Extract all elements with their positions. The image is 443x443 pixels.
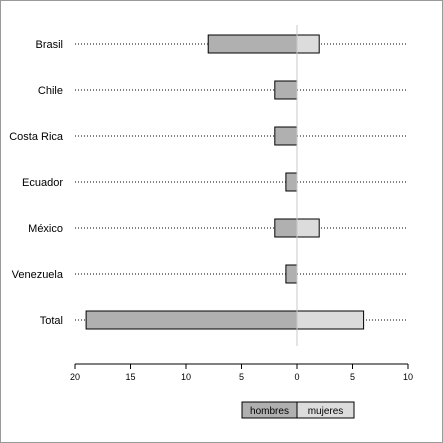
bar-hombres (274, 218, 298, 238)
category-label: Costa Rica (9, 131, 64, 143)
x-tick-label: 5 (239, 372, 244, 382)
legend-label-mujeres: mujeres (308, 406, 344, 417)
bar-hombres (285, 264, 298, 284)
legend: hombres mujeres (241, 401, 355, 419)
x-axis: 20 15 10 5 0 5 10 (70, 363, 413, 382)
x-tick-label: 20 (70, 372, 80, 382)
category-label: Brasil (35, 39, 63, 51)
bar-hombres (207, 34, 298, 54)
x-tick-label: 0 (294, 372, 299, 382)
bar-hombres (285, 172, 298, 192)
x-tick-label: 10 (403, 372, 413, 382)
x-tick-label: 5 (350, 372, 355, 382)
legend-swatch-mujeres (296, 401, 355, 419)
bar-hombres (274, 80, 298, 100)
bar-mujeres (296, 34, 320, 54)
bar-mujeres (296, 310, 365, 330)
category-label: México (28, 223, 63, 235)
category-label: Chile (38, 85, 63, 97)
category-labels: Brasil Chile Costa Rica Ecuador México Venezu… (9, 39, 64, 327)
legend-label-hombres: hombres (250, 406, 289, 417)
bar-hombres (85, 310, 298, 330)
bar-hombres (274, 126, 298, 146)
x-tick-label: 10 (181, 372, 191, 382)
row-guides (75, 43, 408, 321)
category-label: Ecuador (22, 177, 63, 189)
x-tick-label: 15 (125, 372, 135, 382)
bar-mujeres (296, 218, 320, 238)
category-label: Venezuela (12, 269, 64, 281)
category-label: Total (40, 315, 63, 327)
bars (85, 34, 365, 330)
